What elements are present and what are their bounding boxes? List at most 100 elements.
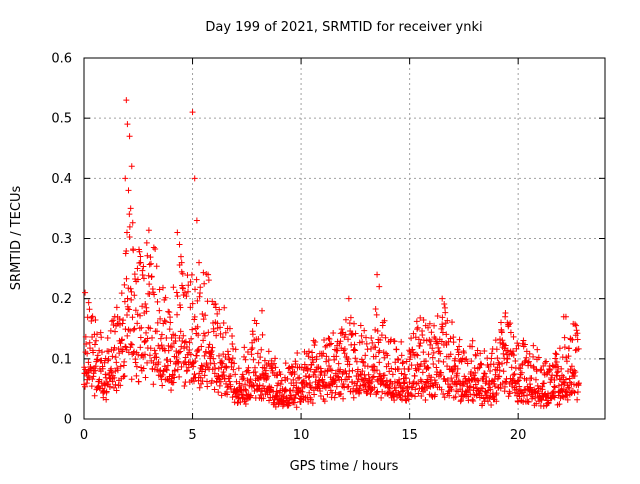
data-point [209,298,216,305]
data-point [173,354,180,361]
data-point [117,340,124,347]
data-point [566,384,573,391]
data-point [478,361,485,368]
data-point [293,404,300,411]
data-point [427,383,434,390]
data-point [227,381,234,388]
y-tick-label: 0.3 [51,232,72,247]
data-point [398,370,405,377]
data-point [572,321,579,328]
data-point [132,359,139,366]
data-point [140,365,147,372]
data-point [574,388,581,395]
data-point [224,391,231,398]
data-point [403,375,410,382]
data-point [510,352,517,359]
data-point [510,333,517,340]
data-point [405,396,412,403]
data-point [341,384,348,391]
data-point [323,342,330,349]
data-point [318,369,325,376]
data-point [200,337,207,344]
data-point [183,343,190,350]
data-point [229,355,236,362]
data-point [462,356,469,363]
data-point [492,371,499,378]
data-point [242,356,249,363]
data-point [189,300,196,307]
data-point [103,388,110,395]
data-point [126,234,133,241]
data-point [359,368,366,375]
data-point [262,367,269,374]
data-points [81,97,582,411]
data-point [357,371,364,378]
data-point [391,397,398,404]
data-point [448,375,455,382]
data-point [208,348,215,355]
data-point [265,373,272,380]
data-point [153,263,160,270]
data-point [268,384,275,391]
data-point [120,317,127,324]
data-point [258,346,265,353]
data-point [439,295,446,302]
data-point [97,329,104,336]
data-point [139,272,146,279]
data-point [468,368,475,375]
data-point [354,366,361,373]
data-point [116,321,123,328]
data-point [156,307,163,314]
data-point [378,332,385,339]
data-point [150,381,157,388]
data-point [412,334,419,341]
data-point [306,379,313,386]
data-point [126,306,133,313]
data-point [94,331,101,338]
data-point [302,364,309,371]
data-point [132,307,139,314]
data-point [432,379,439,386]
data-point [251,388,258,395]
data-point [220,368,227,375]
data-point [282,386,289,393]
data-point [556,401,563,408]
data-point [123,229,130,236]
data-point [134,265,141,272]
data-point [121,358,128,365]
data-point [146,352,153,359]
data-point [134,276,141,283]
data-point [372,344,379,351]
data-point [346,361,353,368]
grid-lines [84,58,605,419]
data-point [384,352,391,359]
data-point [510,348,517,355]
data-point [502,313,509,320]
data-point [332,377,339,384]
data-point [205,277,212,284]
data-point [328,340,335,347]
data-point [534,346,541,353]
data-point [377,337,384,344]
data-point [209,344,216,351]
data-point [239,371,246,378]
data-point [125,326,132,333]
data-point [458,358,465,365]
data-point [487,386,494,393]
data-point [196,293,203,300]
data-point [394,355,401,362]
data-point [244,348,251,355]
data-point [380,378,387,385]
data-point [187,304,194,311]
data-point [137,312,144,319]
data-point [184,288,191,295]
data-point [514,340,521,347]
data-point [496,367,503,374]
data-point [235,365,242,372]
data-point [493,346,500,353]
data-point [439,323,446,330]
data-point [569,336,576,343]
data-point [454,346,461,353]
data-point [138,352,145,359]
data-point [294,375,301,382]
